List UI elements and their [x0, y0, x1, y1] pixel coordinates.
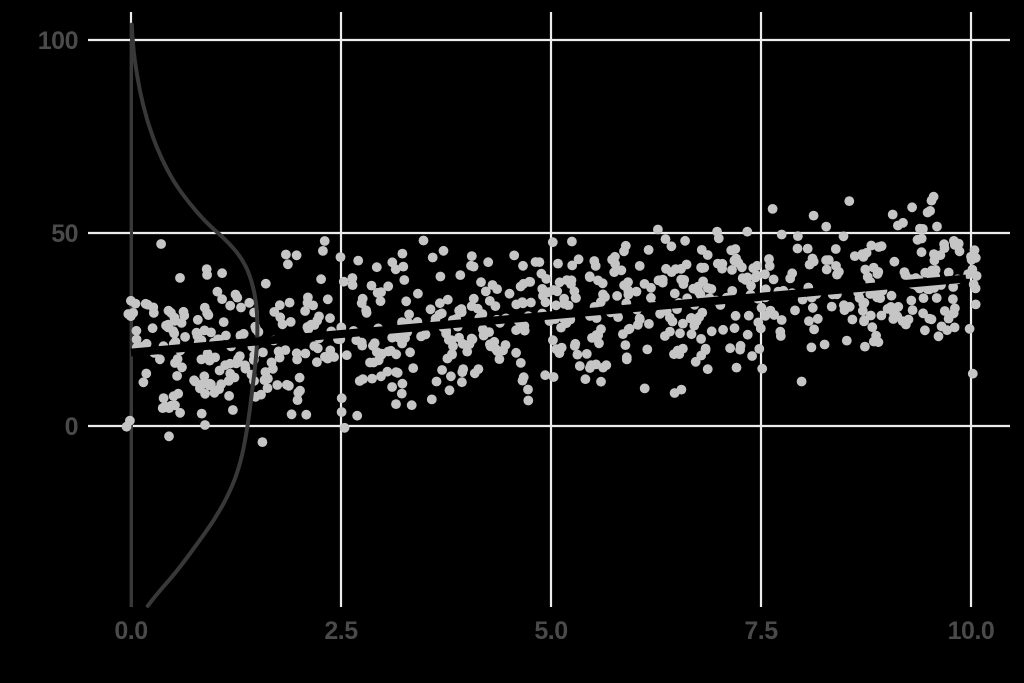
svg-text:10.0: 10.0	[948, 617, 995, 645]
svg-text:7.5: 7.5	[744, 617, 778, 645]
y-axis-tick-labels: 100 50 0	[38, 27, 79, 441]
svg-text:2.5: 2.5	[324, 617, 358, 645]
svg-text:100: 100	[38, 27, 78, 55]
svg-text:5.0: 5.0	[534, 617, 567, 645]
svg-text:50: 50	[51, 220, 78, 248]
regression-line	[130, 274, 967, 357]
gridlines	[88, 12, 1010, 607]
svg-text:0.0: 0.0	[114, 617, 147, 645]
x-axis-tick-labels: 0.0 2.5 5.0 7.5 10.0	[114, 617, 994, 645]
density-curve	[129, 22, 260, 608]
svg-text:0: 0	[65, 413, 78, 441]
